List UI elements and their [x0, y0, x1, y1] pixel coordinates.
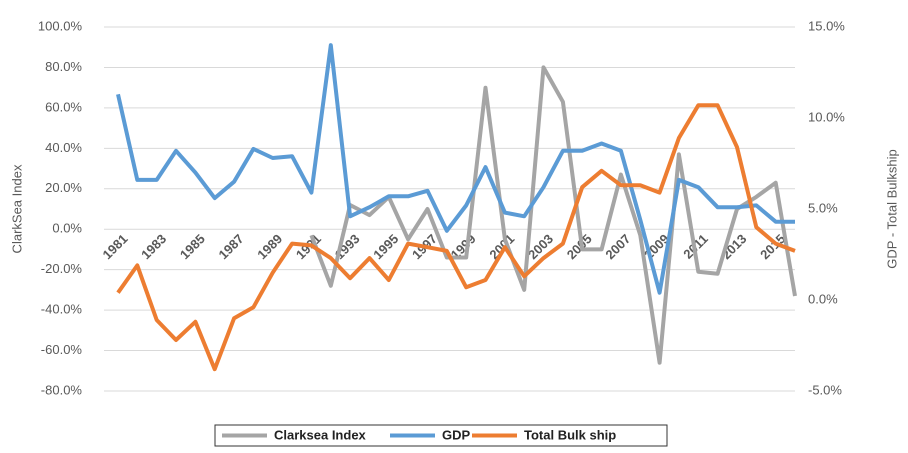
y2-tick-label: 0.0%: [808, 291, 838, 306]
y2-tick-label: 10.0%: [808, 109, 845, 124]
y-tick-label: 60.0%: [45, 99, 82, 114]
y-tick-label: -40.0%: [41, 302, 83, 317]
y-tick-label: -60.0%: [41, 342, 83, 357]
x-tick-label: 1987: [216, 231, 247, 262]
x-tick-label: 1983: [138, 231, 169, 262]
legend-label: Clarksea Index: [274, 427, 367, 442]
data-line: [309, 65, 797, 365]
data-line: [116, 43, 795, 295]
legend-box: [214, 424, 668, 447]
y-tick-label: 100.0%: [38, 18, 83, 33]
y-tick-label: -80.0%: [41, 382, 83, 397]
x-tick-label: 1985: [177, 231, 208, 262]
y2-tick-label: 15.0%: [808, 18, 845, 33]
legend-label: Total Bulk ship: [524, 427, 616, 442]
x-tick-label: 1995: [370, 231, 401, 262]
y2-tick-label: 5.0%: [808, 200, 838, 215]
y-axis-title: ClarkSea Index: [9, 164, 24, 253]
y-tick-label: 0.0%: [52, 221, 82, 236]
legend-label: GDP: [442, 427, 471, 442]
y-tick-label: 40.0%: [45, 140, 82, 155]
y-tick-label: 20.0%: [45, 180, 82, 195]
y-tick-label: -20.0%: [41, 261, 83, 276]
y2-axis-title: GDP - Total Bulkship: [884, 149, 899, 268]
y2-tick-label: -5.0%: [808, 382, 842, 397]
data-line: [116, 103, 796, 372]
legend: Clarksea Index GDP Total Bulk ship: [214, 424, 668, 447]
y-tick-label: 80.0%: [45, 59, 82, 74]
x-tick-label: 1981: [99, 231, 130, 262]
